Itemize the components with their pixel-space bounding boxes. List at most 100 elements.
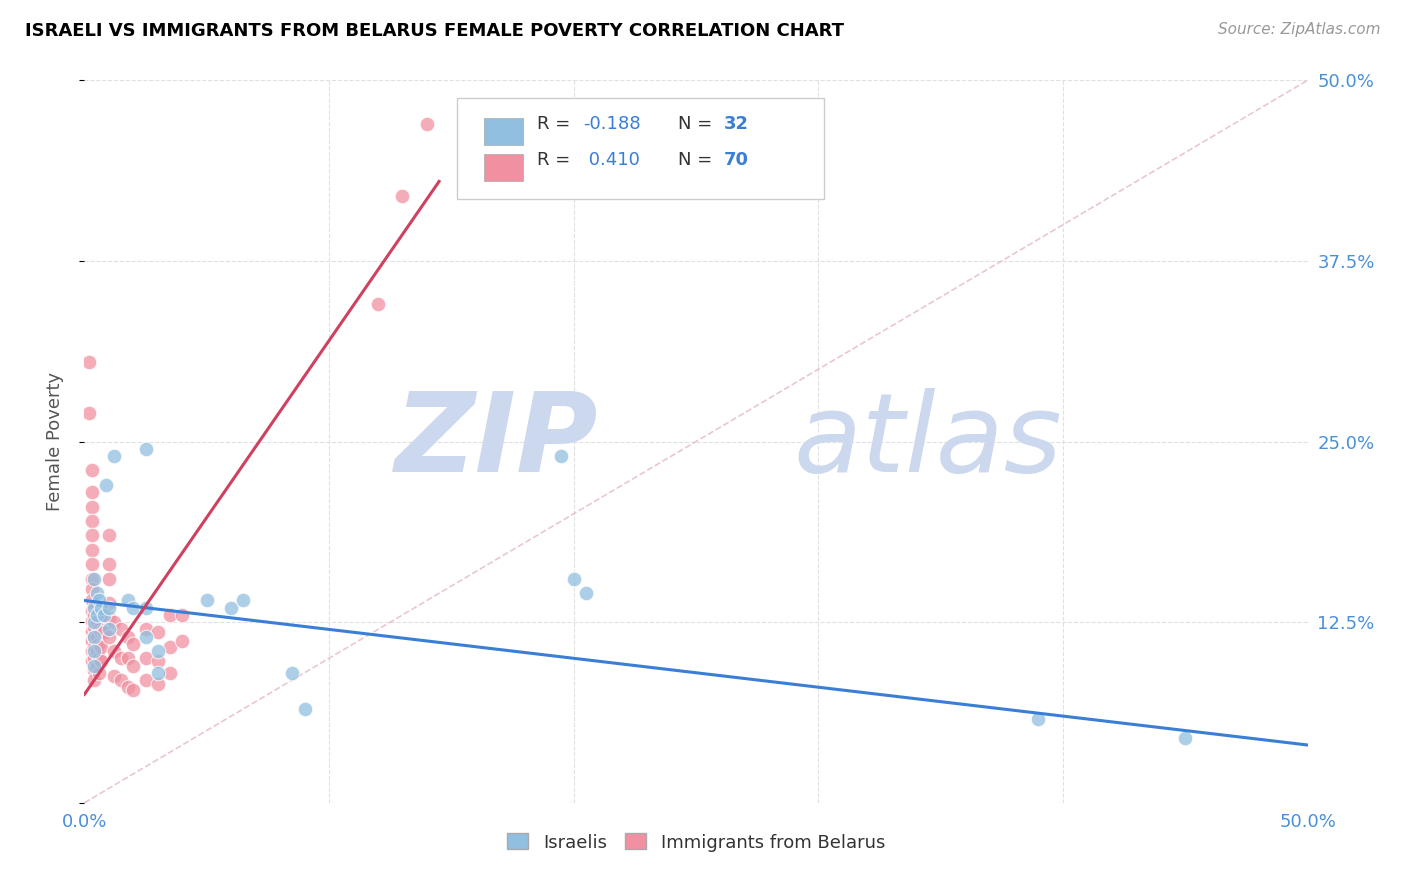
Point — [562, 572, 585, 586]
Point — [97, 630, 120, 644]
Point — [122, 637, 145, 651]
Text: atlas: atlas — [794, 388, 1063, 495]
Point — [122, 600, 145, 615]
Point — [232, 593, 254, 607]
Point — [96, 478, 118, 492]
Text: ZIP: ZIP — [395, 388, 598, 495]
Point — [86, 586, 108, 600]
Point — [1028, 712, 1050, 726]
Text: 32: 32 — [724, 115, 749, 133]
Text: R =: R = — [537, 115, 576, 133]
Point — [90, 640, 112, 654]
Point — [97, 611, 120, 625]
Point — [367, 297, 389, 311]
Point — [135, 673, 157, 687]
Point — [83, 640, 105, 654]
Point — [90, 600, 112, 615]
Point — [159, 607, 181, 622]
Point — [80, 514, 103, 528]
Point — [83, 651, 105, 665]
FancyBboxPatch shape — [484, 154, 523, 181]
Point — [219, 600, 242, 615]
Point — [77, 355, 100, 369]
Point — [550, 449, 572, 463]
Text: -0.188: -0.188 — [583, 115, 641, 133]
Point — [83, 607, 105, 622]
Point — [86, 630, 108, 644]
Point — [110, 623, 132, 637]
Point — [103, 615, 125, 630]
Point — [86, 607, 108, 622]
Text: ISRAELI VS IMMIGRANTS FROM BELARUS FEMALE POVERTY CORRELATION CHART: ISRAELI VS IMMIGRANTS FROM BELARUS FEMAL… — [25, 22, 845, 40]
Point — [86, 658, 108, 673]
Point — [83, 644, 105, 658]
Point — [146, 625, 169, 640]
Point — [80, 644, 103, 658]
Point — [87, 665, 110, 680]
Point — [110, 651, 132, 665]
Point — [146, 665, 169, 680]
Point — [93, 607, 115, 622]
Point — [80, 624, 103, 638]
Point — [135, 623, 157, 637]
Point — [80, 614, 103, 628]
Point — [83, 572, 105, 586]
Point — [83, 600, 105, 615]
Point — [77, 406, 100, 420]
Point — [93, 625, 115, 640]
Point — [80, 604, 103, 618]
Point — [117, 593, 139, 607]
Point — [83, 615, 105, 630]
Point — [122, 658, 145, 673]
Point — [117, 651, 139, 665]
Point — [83, 630, 105, 644]
Point — [87, 623, 110, 637]
Y-axis label: Female Poverty: Female Poverty — [45, 372, 63, 511]
Point — [90, 600, 112, 615]
Point — [391, 189, 413, 203]
Point — [1174, 731, 1197, 745]
FancyBboxPatch shape — [484, 118, 523, 145]
Text: 0.410: 0.410 — [583, 151, 640, 169]
Point — [97, 596, 120, 610]
Point — [172, 607, 194, 622]
Point — [83, 630, 105, 644]
Point — [80, 558, 103, 572]
Point — [87, 593, 110, 607]
Text: N =: N = — [678, 151, 717, 169]
Point — [294, 702, 316, 716]
Text: 70: 70 — [724, 151, 749, 169]
Point — [117, 630, 139, 644]
Point — [80, 500, 103, 514]
Text: Source: ZipAtlas.com: Source: ZipAtlas.com — [1218, 22, 1381, 37]
Point — [97, 558, 120, 572]
Point — [83, 673, 105, 687]
Point — [97, 572, 120, 586]
Point — [80, 634, 103, 648]
FancyBboxPatch shape — [457, 98, 824, 200]
Point — [80, 582, 103, 596]
Point — [93, 607, 115, 622]
Point — [575, 586, 598, 600]
Point — [97, 623, 120, 637]
Point — [80, 593, 103, 607]
Text: R =: R = — [537, 151, 576, 169]
Point — [281, 665, 304, 680]
Point — [86, 615, 108, 630]
Point — [103, 644, 125, 658]
Point — [135, 442, 157, 456]
Point — [83, 663, 105, 677]
Text: N =: N = — [678, 115, 717, 133]
Point — [159, 640, 181, 654]
Point — [80, 463, 103, 477]
Point — [117, 680, 139, 694]
Point — [103, 668, 125, 682]
Point — [97, 528, 120, 542]
Point — [122, 683, 145, 698]
Point — [83, 619, 105, 633]
Point — [97, 600, 120, 615]
Point — [195, 593, 218, 607]
Point — [135, 651, 157, 665]
Point — [90, 654, 112, 668]
Point — [146, 677, 169, 691]
